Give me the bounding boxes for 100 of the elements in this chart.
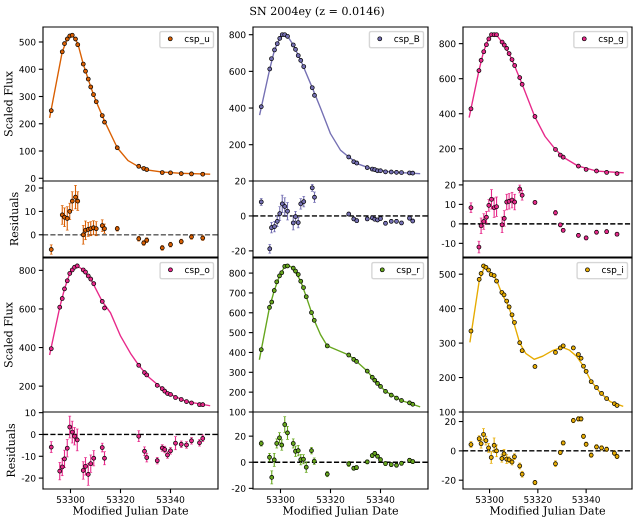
point [136,164,142,169]
point [410,402,416,407]
point [80,232,86,238]
point [324,344,330,348]
y-tick-label: 400 [19,344,36,352]
point [102,306,107,310]
point [114,145,120,150]
y-tick-label: 20 [235,178,246,185]
x-axis-title: Modified Julian Date [282,506,398,517]
legend-label: csp_u [184,36,210,44]
point [189,400,194,406]
point [478,58,484,63]
point [144,167,150,172]
chart-title: SN 2004ey (z = 0.0146) [250,6,384,18]
x-tick-label: 53340 [572,496,600,503]
y-tick-label: 200 [19,120,36,128]
point [48,444,54,450]
y-tick-label: -20 [232,485,246,492]
x-tick-label: 53340 [366,496,394,503]
point [581,364,586,369]
y-tick-label: -20 [232,248,246,254]
point [599,391,604,396]
point [614,171,620,176]
point [269,475,274,480]
legend-label: csp_i [602,266,624,276]
point [502,42,507,48]
point [200,172,206,177]
point [494,204,499,210]
point [73,36,78,42]
point [310,85,315,90]
point [576,352,581,357]
point [70,430,75,434]
x-tick-label: 53320 [106,496,134,503]
point [364,165,370,170]
point [80,62,86,66]
point [298,278,304,284]
legend-label: csp_g [598,36,624,44]
point [272,458,277,462]
point [267,305,272,310]
point [502,292,506,298]
y-tick-label: -20 [442,476,456,484]
point [370,374,375,380]
point [258,104,264,110]
point [70,32,75,38]
point [512,320,517,325]
point [354,359,359,364]
point [506,51,512,56]
point [594,385,599,390]
point [67,424,72,430]
y-tick-label: 200 [229,141,246,148]
point [486,268,491,272]
point [394,170,399,175]
point [64,278,70,284]
point [346,154,352,160]
point [354,160,360,166]
x-tick-label: 53320 [524,496,552,503]
y-tick-label: 100 [440,408,456,416]
point [468,205,474,210]
y-tick-label: 10 [26,409,36,416]
point [100,113,105,118]
point [312,93,317,98]
y-tick-label: 400 [229,104,246,112]
point [75,198,80,204]
point [520,82,525,87]
point [285,264,290,268]
point [293,47,298,52]
point [375,381,380,386]
y-tick-label: 600 [439,75,456,82]
point [304,294,309,300]
x-tick-label: 53320 [316,496,344,503]
point [532,364,538,369]
y-tick-label: 700 [230,290,246,296]
point [504,46,510,51]
point [277,36,282,41]
point [91,281,96,286]
point [274,41,280,46]
point [388,170,394,174]
point [86,274,91,278]
point [136,362,142,368]
point [383,388,388,394]
point [285,34,290,39]
point [178,171,184,176]
y-tick-label: 800 [229,270,246,277]
point [484,264,488,270]
point [48,108,54,114]
point [100,299,105,304]
point [588,379,594,384]
point [468,106,474,112]
point [173,395,178,400]
point [504,298,510,304]
point [478,271,484,276]
point [512,63,518,68]
point [94,99,99,104]
point [102,120,107,124]
point [309,310,314,315]
y-tick-label: 600 [229,310,246,316]
point [383,169,388,174]
point [399,398,404,403]
point [517,75,522,80]
point [74,438,80,442]
